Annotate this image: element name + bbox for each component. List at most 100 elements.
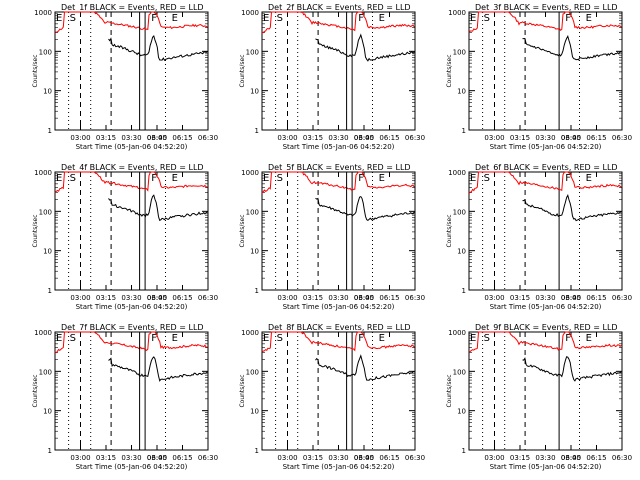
chart-panel-5: Det_5f BLACK = Events, RED = LLD 1 10 100 10… [139,163,425,311]
x-tick-label: 03:15 [303,294,323,302]
y-axis-label: Counts/sec [446,374,453,407]
lld-series-line [261,11,415,34]
x-tick-label: 06:30 [612,134,632,142]
x-axis-label: Start Time (05-Jan-06 04:52:20) [283,303,395,311]
chart-title: Det_4f BLACK = Events, RED = LLD [61,163,204,172]
marker-label: F [565,333,571,344]
x-tick-label: 06:15 [379,134,399,142]
events-series-line [108,35,208,61]
x-tick-label: 06:15 [172,454,192,462]
chart-title: Det_2f BLACK = Events, RED = LLD [268,3,411,12]
x-tick-label: 03:45 [354,294,374,302]
marker-label: F [151,173,157,184]
plot-frame [468,331,623,451]
x-tick-label: 03:30 [121,294,141,302]
x-tick-label: 03:00 [277,454,297,462]
y-tick-label: 10 [457,248,466,256]
y-tick-label: 1000 [448,169,466,177]
x-axis-label: Start Time (05-Jan-06 04:52:20) [283,143,395,151]
x-tick-label: 06:00 [354,454,374,462]
x-tick-label: 03:45 [561,454,581,462]
chart-panel-9: Det_9f BLACK = Events, RED = LLD 1 10 100 10… [346,323,632,471]
marker-label: E [172,13,178,24]
lld-series-line [54,171,208,194]
marker-label: F [565,13,571,24]
marker-label: F [565,173,571,184]
lld-series-line [468,331,622,353]
marker-label: S [70,333,76,344]
y-tick-label: 100 [453,208,466,216]
lld-series-line [261,331,415,353]
marker-label: E [470,173,476,184]
x-tick-label: 03:00 [484,134,504,142]
events-series-line [108,194,208,222]
x-tick-label: 06:00 [561,134,581,142]
x-tick-label: 03:45 [354,454,374,462]
marker-label: S [484,173,490,184]
x-tick-label: 03:30 [328,134,348,142]
x-tick-label: 06:00 [147,294,167,302]
plot-frame [261,11,416,131]
x-tick-label: 03:00 [484,294,504,302]
x-axis-label: Start Time (05-Jan-06 04:52:20) [76,303,188,311]
x-tick-label: 06:15 [586,134,606,142]
plot-frame [54,331,209,451]
marker-label: E [56,333,62,344]
y-tick-label: 10 [43,88,52,96]
x-tick-label: 03:00 [70,454,90,462]
x-tick-label: 06:30 [405,294,425,302]
events-series-line [315,354,415,381]
marker-label: S [484,13,490,24]
marker-label: S [277,333,283,344]
events-series-line [108,356,208,382]
y-tick-label: 10 [250,88,259,96]
y-tick-label: 1 [48,447,52,455]
marker-label: S [277,13,283,24]
x-tick-label: 03:15 [510,454,530,462]
x-tick-label: 03:15 [510,294,530,302]
x-tick-label: 03:00 [484,454,504,462]
marker-label: E [379,13,385,24]
x-tick-label: 06:15 [172,134,192,142]
x-tick-label: 06:15 [172,294,192,302]
marker-label: F [358,13,364,24]
marker-label: E [56,13,62,24]
chart-panel-7: Det_7f BLACK = Events, RED = LLD 1 10 100 10… [32,323,218,471]
chart-title: Det_3f BLACK = Events, RED = LLD [475,3,618,12]
x-tick-label: 06:30 [198,294,218,302]
plot-frame [54,171,209,291]
y-tick-label: 100 [453,48,466,56]
y-axis-label: Counts/sec [239,214,246,247]
x-tick-label: 03:00 [70,134,90,142]
x-tick-label: 03:15 [303,134,323,142]
x-tick-label: 03:30 [328,294,348,302]
x-tick-label: 03:30 [121,134,141,142]
x-tick-label: 06:30 [612,294,632,302]
y-tick-label: 1 [255,287,259,295]
x-tick-label: 06:30 [198,134,218,142]
y-tick-label: 10 [457,88,466,96]
y-tick-label: 100 [246,368,259,376]
x-tick-label: 06:15 [379,294,399,302]
x-tick-label: 06:00 [354,294,374,302]
x-tick-label: 03:30 [535,454,555,462]
marker-label: E [586,173,592,184]
marker-label: E [586,13,592,24]
chart-panel-4: Det_4f BLACK = Events, RED = LLD 1 10 100 10… [32,163,218,311]
y-tick-label: 1000 [448,9,466,17]
marker-label: E [470,333,476,344]
chart-title: Det_7f BLACK = Events, RED = LLD [61,323,204,332]
marker-label: S [484,333,490,344]
x-tick-label: 03:30 [535,294,555,302]
y-tick-label: 1 [462,287,466,295]
marker-label: E [379,333,385,344]
x-tick-label: 03:15 [510,134,530,142]
y-tick-label: 10 [43,408,52,416]
y-tick-label: 100 [453,368,466,376]
marker-label: E [263,13,269,24]
marker-label: F [151,333,157,344]
y-tick-label: 1000 [241,169,259,177]
x-tick-label: 03:15 [96,134,116,142]
chart-title: Det_9f BLACK = Events, RED = LLD [475,323,618,332]
x-tick-label: 03:30 [328,454,348,462]
